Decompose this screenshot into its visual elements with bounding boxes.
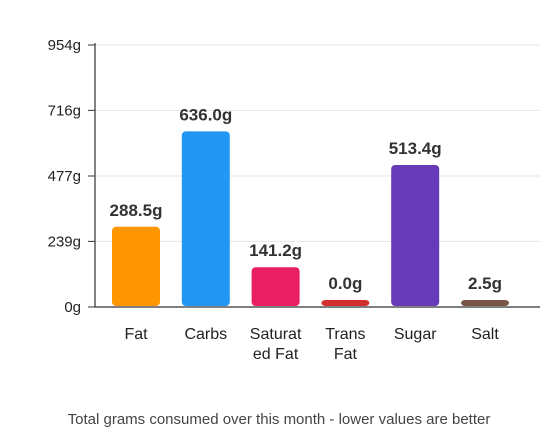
data-label: 636.0g [179, 105, 232, 124]
bar [321, 300, 370, 306]
x-tick-label: Saturat ed Fat [250, 326, 302, 363]
x-tick-label: Sugar [394, 326, 437, 343]
x-axis-ticks: Fat Carbs Saturat ed Fat Trans Fat Sugar Salt [124, 326, 499, 363]
y-tick-label: 716g [48, 102, 81, 119]
bars [112, 131, 509, 306]
x-tick-label-line: Carbs [184, 326, 227, 343]
y-tick-label: 239g [48, 233, 81, 250]
x-tick-label-line: ed Fat [253, 346, 299, 363]
axes [94, 43, 540, 308]
y-tick-label: 954g [48, 37, 81, 54]
data-label: 0.0g [328, 274, 362, 293]
data-label: 513.4g [389, 139, 442, 158]
x-tick-label-line: Salt [471, 326, 499, 343]
chart-caption: Total grams consumed over this month - l… [67, 411, 491, 428]
x-tick-label: Trans Fat [325, 326, 365, 363]
bar [112, 226, 160, 306]
bar [181, 131, 230, 306]
y-tick-label: 477g [48, 168, 81, 185]
bar [461, 300, 509, 306]
data-labels: 288.5g 636.0g 141.2g 0.0g 513.4g 2.5g [110, 105, 502, 293]
x-tick-label: Carbs [184, 326, 227, 343]
bar [391, 165, 440, 306]
x-tick-label-line: Trans [325, 326, 365, 343]
data-label: 141.2g [249, 241, 302, 260]
x-tick-label-line: Fat [124, 326, 148, 343]
data-label: 288.5g [110, 201, 163, 220]
bar [251, 267, 300, 306]
y-tick-label: 0g [64, 299, 81, 316]
gridlines [88, 44, 540, 308]
x-tick-label: Fat [124, 326, 148, 343]
x-tick-label-line: Sugar [394, 326, 437, 343]
data-label: 2.5g [468, 274, 502, 293]
x-tick-label: Salt [471, 326, 499, 343]
y-axis-ticks: 0g 239g 477g 716g 954g [48, 37, 81, 316]
x-tick-label-line: Saturat [250, 326, 302, 343]
x-tick-label-line: Fat [334, 346, 358, 363]
